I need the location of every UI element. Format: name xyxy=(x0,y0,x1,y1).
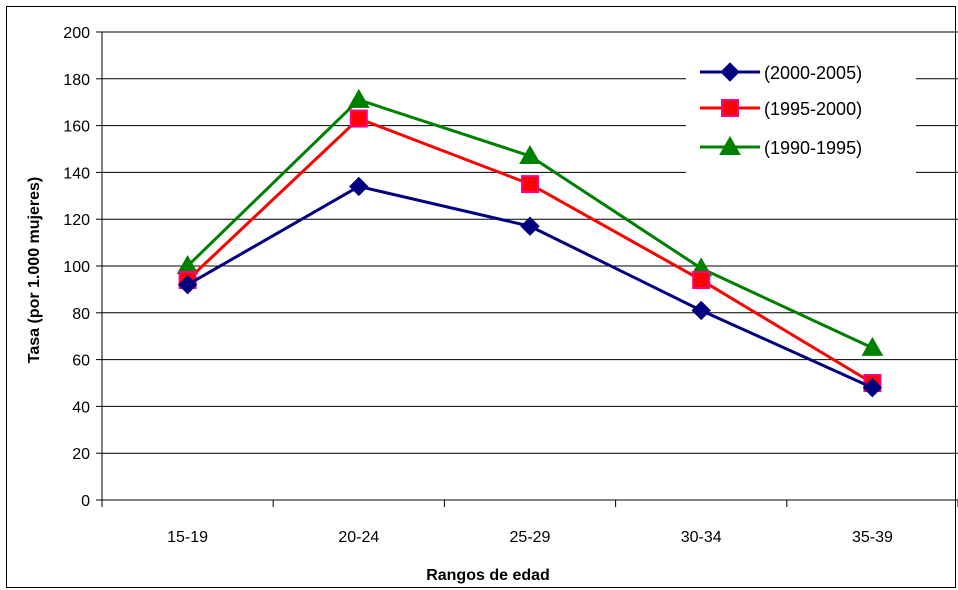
legend-entry: (1990-1995) xyxy=(700,135,862,158)
legend: (2000-2005) (1995-2000) (1990-1995) xyxy=(686,52,916,176)
legend-entry: (2000-2005) xyxy=(700,62,862,83)
legend-swatch-marker xyxy=(719,135,741,155)
data-point xyxy=(861,336,884,356)
y-axis-ticks: 0 20 40 60 80 100 120 140 160 180 200 xyxy=(63,25,102,510)
data-point xyxy=(521,175,539,194)
y-tick-label: 60 xyxy=(72,353,90,370)
data-point xyxy=(349,109,368,128)
x-tick-label: 35-39 xyxy=(852,529,893,546)
legend-entry: (1995-2000) xyxy=(700,99,862,119)
y-tick-label: 180 xyxy=(63,72,90,89)
y-tick-label: 140 xyxy=(63,165,90,182)
x-tick-label: 15-19 xyxy=(167,529,208,546)
y-tick-label: 0 xyxy=(81,493,90,510)
data-point xyxy=(349,176,369,197)
x-tick-label: 25-29 xyxy=(510,529,551,546)
y-tick-label: 100 xyxy=(63,259,90,276)
x-axis-ticks: 15-19 20-24 25-29 30-34 35-39 xyxy=(101,500,958,546)
data-point xyxy=(692,271,711,290)
x-axis-title: Rangos de edad xyxy=(426,567,550,584)
y-axis-title: Tasa (por 1.000 mujeres) xyxy=(26,177,43,363)
data-point xyxy=(691,300,711,321)
data-point xyxy=(519,145,541,165)
x-tick-label: 30-34 xyxy=(681,529,722,546)
data-point xyxy=(862,377,883,398)
legend-swatch-marker xyxy=(720,62,740,82)
series-diamond xyxy=(177,176,883,398)
data-point xyxy=(520,216,540,236)
data-point xyxy=(347,88,370,108)
legend-label: (2000-2005) xyxy=(764,63,862,83)
y-tick-label: 80 xyxy=(72,306,90,323)
legend-label: (1995-2000) xyxy=(764,99,862,119)
x-tick-label: 20-24 xyxy=(338,529,379,546)
data-point xyxy=(177,275,198,295)
y-tick-label: 160 xyxy=(63,119,90,136)
y-tick-label: 40 xyxy=(72,399,90,416)
y-tick-label: 120 xyxy=(63,212,90,229)
legend-swatch-marker xyxy=(721,99,739,117)
series-layer xyxy=(176,88,884,398)
y-tick-label: 20 xyxy=(72,446,90,463)
legend-label: (1990-1995) xyxy=(764,138,862,158)
y-tick-label: 200 xyxy=(63,25,90,42)
